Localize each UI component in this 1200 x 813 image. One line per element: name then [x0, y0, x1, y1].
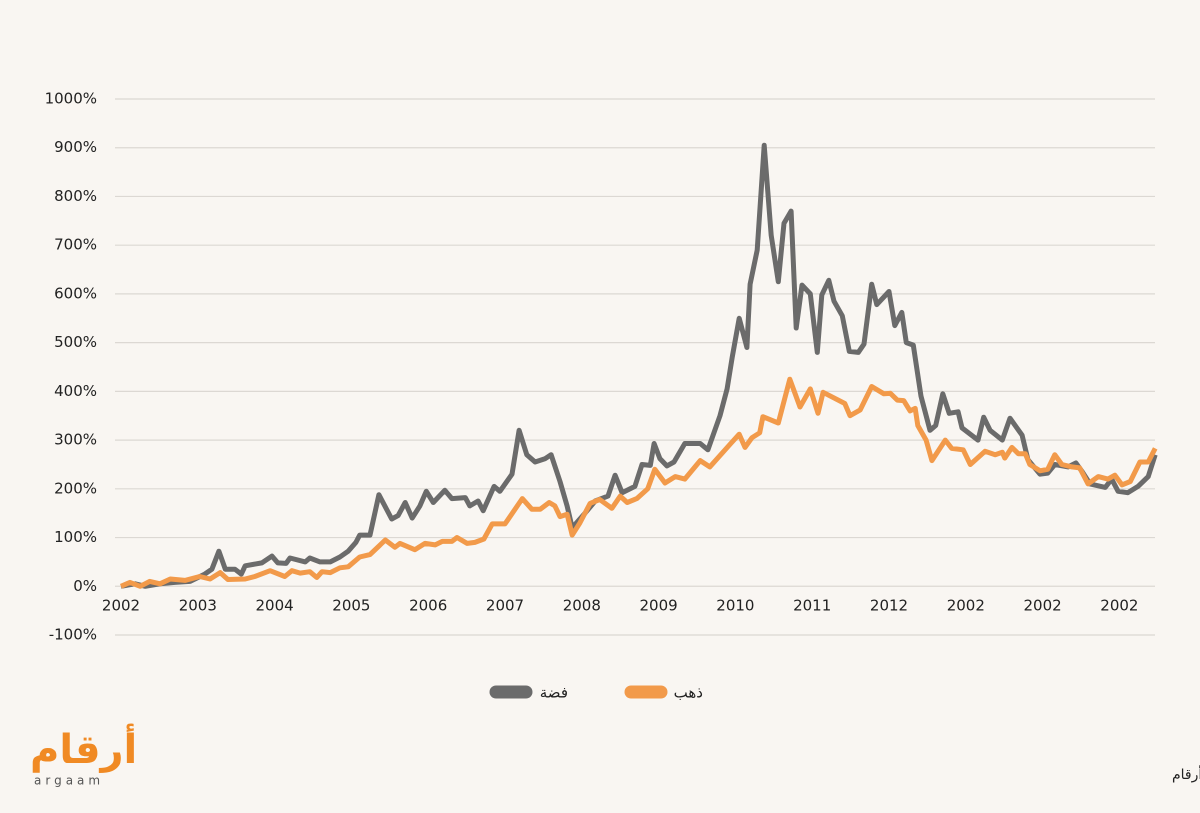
x-tick-label: 2003 — [179, 597, 217, 615]
x-tick-label: 2002 — [947, 597, 985, 615]
x-tick-label: 2009 — [640, 597, 678, 615]
y-tick-label: 400% — [54, 382, 97, 400]
x-tick-label: 2002 — [1100, 597, 1138, 615]
legend-label: ذهب — [674, 684, 703, 702]
y-tick-label: -100% — [49, 626, 97, 644]
x-tick-label: 2005 — [332, 597, 370, 615]
x-tick-label: 2012 — [870, 597, 908, 615]
logo: أرقام — [30, 723, 137, 773]
x-tick-label: 2011 — [793, 597, 831, 615]
x-tick-label: 2002 — [102, 597, 140, 615]
y-tick-label: 200% — [54, 479, 97, 497]
y-tick-label: 700% — [54, 236, 97, 254]
x-tick-label: 2010 — [716, 597, 754, 615]
logo-latin: argaam — [34, 774, 104, 788]
x-tick-label: 2002 — [1024, 597, 1062, 615]
x-tick-label: 2008 — [563, 597, 601, 615]
y-tick-label: 1000% — [45, 90, 97, 108]
series-line — [120, 376, 1158, 589]
y-tick-label: 600% — [54, 284, 97, 302]
y-tick-label: 300% — [54, 431, 97, 449]
series-line — [120, 142, 1158, 589]
x-tick-label: 2004 — [256, 597, 294, 615]
y-tick-label: 100% — [54, 528, 97, 546]
source: المصدر : جولدموني للأبحاث//أرقام — [1172, 765, 1200, 783]
y-tick-label: 900% — [54, 138, 97, 156]
x-tick-label: 2007 — [486, 597, 524, 615]
legend-label: فضة — [540, 684, 568, 702]
y-tick-label: 0% — [73, 577, 97, 595]
x-tick-label: 2006 — [409, 597, 447, 615]
y-tick-label: 800% — [54, 187, 97, 205]
y-tick-label: 500% — [54, 333, 97, 351]
